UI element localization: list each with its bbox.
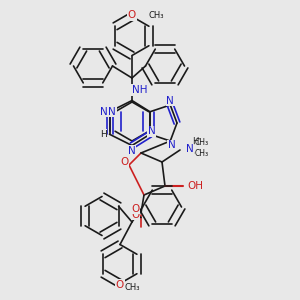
Text: OH: OH	[188, 181, 203, 191]
Text: O: O	[116, 280, 124, 290]
Text: N: N	[108, 107, 116, 117]
Text: O: O	[120, 157, 129, 167]
Text: O: O	[131, 203, 139, 214]
Text: NH: NH	[132, 85, 147, 95]
Text: N: N	[186, 143, 194, 154]
Text: O: O	[131, 209, 140, 220]
Text: N: N	[128, 146, 136, 156]
Text: N: N	[100, 107, 108, 117]
Text: CH₃: CH₃	[195, 148, 209, 158]
Text: CH₃: CH₃	[195, 138, 209, 147]
Text: O: O	[128, 10, 136, 20]
Text: CH₃: CH₃	[124, 284, 140, 292]
Text: N: N	[148, 126, 156, 136]
Text: N: N	[168, 140, 176, 151]
Text: CH₃: CH₃	[148, 11, 164, 20]
Text: N: N	[167, 95, 174, 106]
Text: H: H	[192, 136, 198, 146]
Text: H: H	[100, 130, 107, 139]
